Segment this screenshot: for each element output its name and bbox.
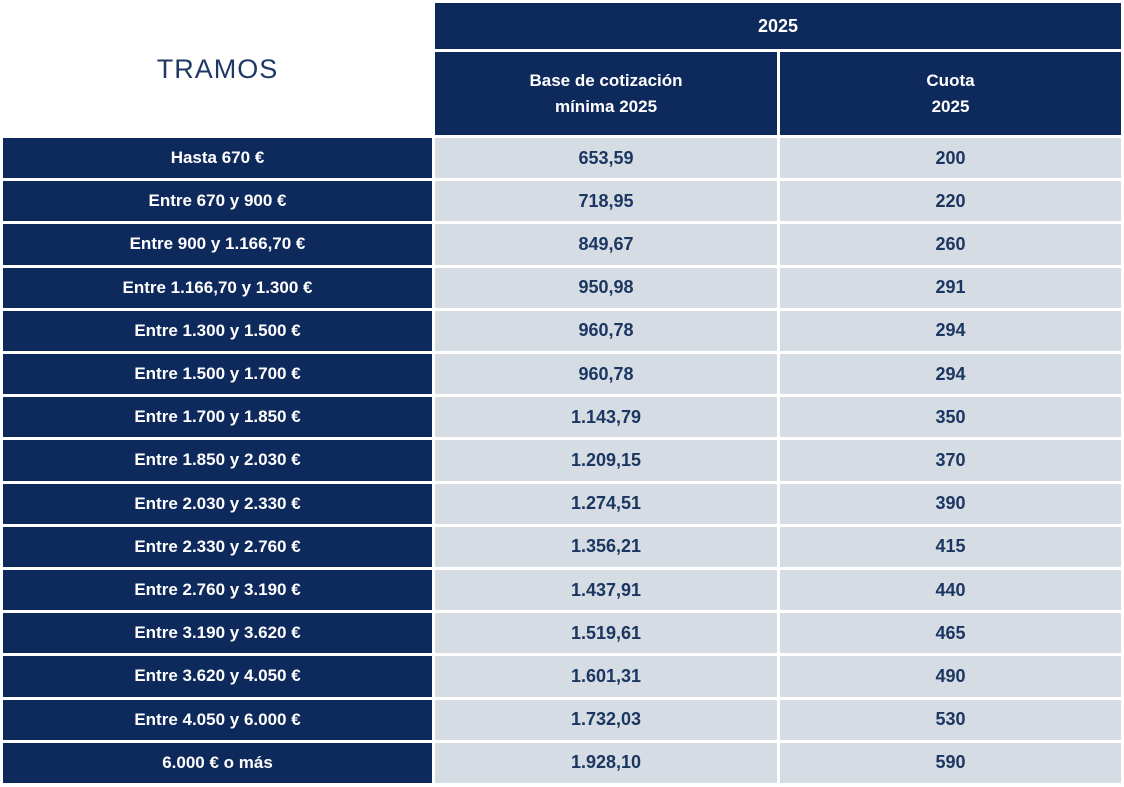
cuota-cell: 291 xyxy=(780,267,1121,308)
base-cell: 1.928,10 xyxy=(435,742,777,783)
cuota-cell: 370 xyxy=(780,440,1121,481)
tramo-cell: Entre 900 y 1.166,70 € xyxy=(3,224,432,265)
cuota-cell: 415 xyxy=(780,526,1121,567)
tramo-cell: Entre 3.190 y 3.620 € xyxy=(3,613,432,654)
base-cell: 849,67 xyxy=(435,224,777,265)
cuota-cell: 440 xyxy=(780,570,1121,611)
tramo-cell: Hasta 670 € xyxy=(3,138,432,179)
base-cell: 960,78 xyxy=(435,310,777,351)
tramo-cell: Entre 4.050 y 6.000 € xyxy=(3,699,432,740)
cuota-cell: 590 xyxy=(780,742,1121,783)
cuota-cell: 390 xyxy=(780,483,1121,524)
base-cell: 1.274,51 xyxy=(435,483,777,524)
tramo-cell: Entre 1.300 y 1.500 € xyxy=(3,310,432,351)
tramo-cell: Entre 1.166,70 y 1.300 € xyxy=(3,267,432,308)
cuota-column-header-line2: 2025 xyxy=(931,96,970,116)
base-cell: 653,59 xyxy=(435,138,777,179)
base-cell: 1.356,21 xyxy=(435,526,777,567)
base-cell: 960,78 xyxy=(435,354,777,395)
base-cell: 1.732,03 xyxy=(435,699,777,740)
cuota-cell: 465 xyxy=(780,613,1121,654)
cuota-cell: 490 xyxy=(780,656,1121,697)
tramo-cell: Entre 670 y 900 € xyxy=(3,181,432,222)
tramo-cell: Entre 1.850 y 2.030 € xyxy=(3,440,432,481)
cuota-cell: 294 xyxy=(780,310,1121,351)
tramo-cell: Entre 2.330 y 2.760 € xyxy=(3,526,432,567)
cuota-cell: 220 xyxy=(780,181,1121,222)
base-column-header-line2: mínima 2025 xyxy=(554,96,658,116)
cuota-cell: 200 xyxy=(780,138,1121,179)
base-cell: 1.519,61 xyxy=(435,613,777,654)
tramo-cell: Entre 2.030 y 2.330 € xyxy=(3,483,432,524)
cuota-cell: 260 xyxy=(780,224,1121,265)
base-cell: 1.437,91 xyxy=(435,570,777,611)
base-cell: 718,95 xyxy=(435,181,777,222)
cuota-column-header: Cuota 2025 xyxy=(780,52,1121,135)
tramo-cell: Entre 1.500 y 1.700 € xyxy=(3,354,432,395)
cuota-column-header-line1: Cuota xyxy=(926,70,975,90)
tramo-cell: Entre 3.620 y 4.050 € xyxy=(3,656,432,697)
base-column-header: Base de cotización mínima 2025 xyxy=(435,52,777,135)
year-header-2025: 2025 xyxy=(435,3,1121,49)
tramos-corner-label: TRAMOS xyxy=(3,3,432,135)
base-cell: 1.601,31 xyxy=(435,656,777,697)
base-cell: 1.143,79 xyxy=(435,397,777,438)
base-column-header-line1: Base de cotización xyxy=(529,70,683,90)
tramo-cell: 6.000 € o más xyxy=(3,742,432,783)
tramo-cell: Entre 2.760 y 3.190 € xyxy=(3,570,432,611)
cuota-cell: 294 xyxy=(780,354,1121,395)
cuota-cell: 530 xyxy=(780,699,1121,740)
cuota-cell: 350 xyxy=(780,397,1121,438)
base-cell: 950,98 xyxy=(435,267,777,308)
base-cell: 1.209,15 xyxy=(435,440,777,481)
tramo-cell: Entre 1.700 y 1.850 € xyxy=(3,397,432,438)
